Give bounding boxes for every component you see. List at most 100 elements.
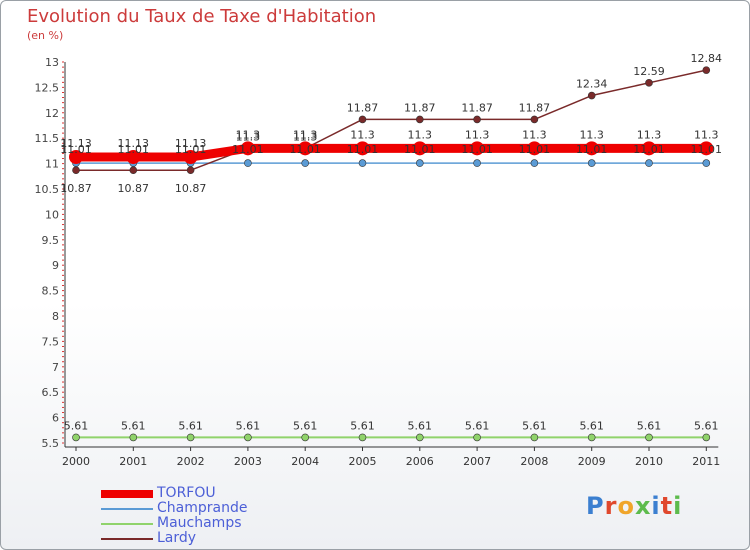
data-label-lardy: 12.84 — [691, 52, 723, 65]
data-label-lardy: 11.87 — [519, 101, 551, 114]
y-tick-label: 12 — [45, 107, 59, 120]
y-tick-label: 5.5 — [42, 437, 60, 450]
data-label-torfou: 11.3 — [465, 128, 490, 141]
y-tick-label: 9 — [52, 259, 59, 272]
y-tick-label: 8 — [52, 310, 59, 323]
logo-letter: x — [634, 492, 652, 520]
logo-letter: P — [586, 492, 605, 520]
chart-title: Evolution du Taux de Taxe d'Habitation — [27, 6, 377, 27]
data-label-lardy: 10.87 — [60, 182, 92, 195]
data-label-mauchamps: 5.61 — [465, 419, 490, 432]
data-label-champrande: 11.01 — [519, 143, 551, 156]
x-tick-label: 2002 — [177, 455, 205, 468]
data-label-champrande: 11.01 — [175, 143, 207, 156]
data-label-mauchamps: 5.61 — [408, 419, 433, 432]
x-tick-label: 2006 — [406, 455, 434, 468]
data-label-champrande: 11.01 — [347, 143, 379, 156]
data-point-mauchamps — [129, 433, 138, 442]
data-label-mauchamps: 5.61 — [579, 419, 604, 432]
data-point-torfou — [642, 141, 656, 156]
data-label-lardy: 11.87 — [347, 101, 379, 114]
y-tick-label: 8.5 — [42, 285, 60, 298]
data-point-mauchamps — [645, 433, 653, 442]
data-point-lardy — [473, 115, 481, 124]
y-axis-unit: (en %) — [27, 29, 64, 42]
data-point-lardy — [645, 79, 653, 87]
data-point-champrande — [645, 159, 653, 167]
legend: TORFOU Champrande Mauchamps Lardy — [101, 485, 301, 547]
data-label-mauchamps: 5.61 — [178, 419, 203, 432]
data-label-torfou: 11.3 — [579, 128, 604, 141]
data-label-torfou: 11.13 — [175, 137, 207, 150]
data-label-champrande: 11.01 — [289, 143, 321, 156]
legend-label: Mauchamps — [157, 515, 242, 531]
legend-item-champrande: Champrande — [101, 500, 301, 517]
x-tick-label: 2003 — [234, 455, 262, 468]
y-tick-label: 7.5 — [42, 335, 60, 348]
data-point-lardy — [530, 115, 539, 124]
data-point-lardy — [587, 91, 596, 100]
data-label-champrande: 11.01 — [633, 143, 665, 156]
data-point-torfou — [584, 141, 599, 156]
data-point-lardy — [702, 66, 711, 74]
y-tick-label: 10 — [45, 208, 59, 221]
y-tick-label: 11.5 — [35, 132, 60, 145]
x-tick-label: 2010 — [635, 455, 663, 468]
data-label-mauchamps: 5.61 — [694, 419, 719, 432]
data-point-mauchamps — [186, 433, 195, 442]
data-label-champrande: 11.01 — [461, 143, 493, 156]
data-point-torfou — [412, 141, 427, 156]
y-tick-label: 11 — [45, 158, 59, 171]
data-point-torfou — [69, 149, 83, 164]
legend-swatch — [101, 508, 153, 510]
legend-swatch — [101, 538, 153, 540]
data-point-torfou — [183, 149, 198, 164]
legend-label: Lardy — [157, 530, 197, 546]
data-point-champrande — [301, 159, 310, 167]
data-label-lardy: 11.87 — [404, 101, 436, 114]
data-point-lardy — [72, 166, 80, 175]
y-tick-label: 9.5 — [42, 234, 60, 247]
y-tick-label: 10.5 — [35, 183, 60, 196]
data-point-torfou — [298, 141, 313, 156]
logo-letter: r — [604, 492, 618, 520]
data-label-torfou: 11.3 — [350, 128, 375, 141]
data-point-lardy — [186, 166, 195, 175]
data-label-champrande: 11.01 — [404, 143, 436, 156]
data-label-torfou: 11.13 — [60, 137, 92, 150]
y-tick-label: 6.5 — [42, 386, 60, 399]
data-label-mauchamps: 5.61 — [236, 419, 261, 432]
data-label-champrande: 11.01 — [691, 143, 723, 156]
data-label-torfou: 11.3 — [522, 128, 547, 141]
x-tick-label: 2009 — [578, 455, 606, 468]
data-label-champrande: 11.01 — [60, 143, 92, 156]
data-point-torfou — [527, 141, 542, 156]
data-point-lardy — [415, 115, 424, 124]
y-tick-label: 6 — [52, 412, 59, 425]
data-label-torfou: 11.3 — [293, 128, 318, 141]
data-label-mauchamps: 5.61 — [637, 419, 662, 432]
data-point-mauchamps — [415, 433, 424, 442]
data-point-torfou — [240, 141, 255, 156]
data-label-torfou: 11.3 — [637, 128, 662, 141]
series-line-torfou — [71, 143, 711, 162]
data-point-torfou — [699, 141, 714, 156]
data-label-mauchamps: 5.61 — [121, 419, 146, 432]
legend-swatch — [101, 490, 153, 498]
data-point-mauchamps — [72, 433, 80, 442]
data-label-lardy: 10.87 — [118, 182, 150, 195]
data-point-mauchamps — [530, 433, 539, 442]
data-label-torfou: 11.3 — [236, 128, 261, 141]
data-point-champrande — [530, 159, 539, 167]
x-tick-label: 2001 — [119, 455, 147, 468]
data-point-champrande — [702, 159, 711, 167]
data-label-lardy: 10.87 — [175, 182, 207, 195]
data-label-champrande: 11.01 — [576, 143, 608, 156]
data-point-torfou — [126, 149, 141, 164]
data-point-torfou — [470, 141, 485, 156]
data-label-mauchamps: 5.61 — [350, 419, 375, 432]
data-label-lardy: 12.34 — [576, 78, 608, 91]
data-point-mauchamps — [301, 433, 310, 442]
x-tick-label: 2000 — [62, 455, 90, 468]
